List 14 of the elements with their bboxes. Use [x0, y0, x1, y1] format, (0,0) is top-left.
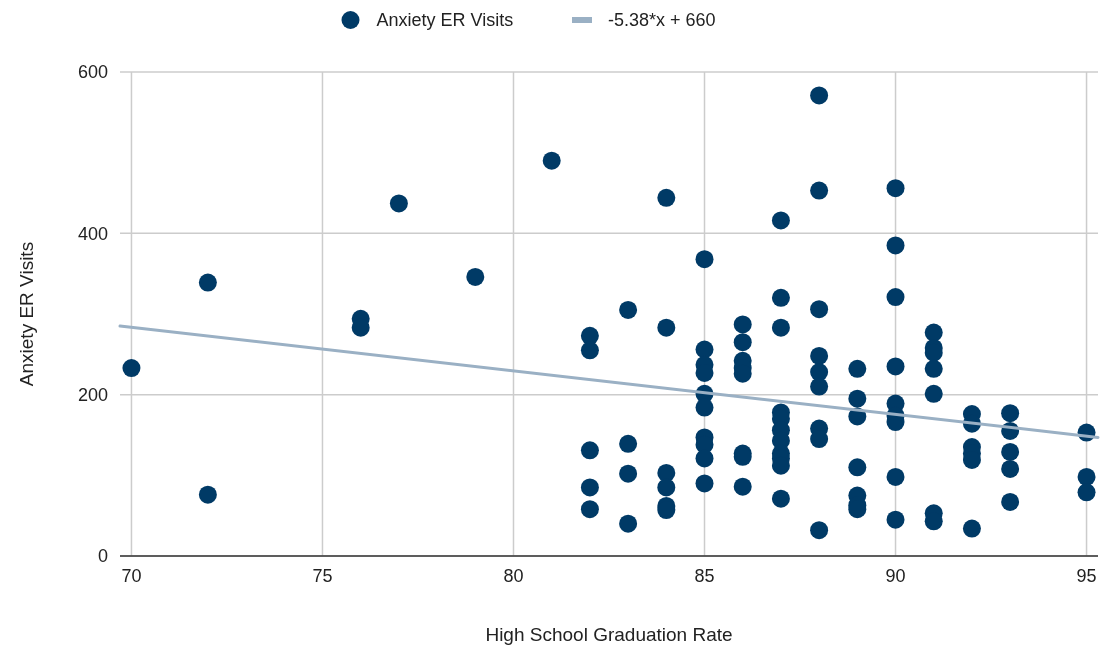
x-tick-label: 85	[694, 566, 715, 586]
x-tick-label: 80	[503, 566, 524, 586]
y-tick-label: 400	[77, 223, 108, 244]
x-axis-title: High School Graduation Rate	[485, 624, 733, 645]
legend-label: -5.38*x + 660	[608, 10, 716, 31]
y-tick-label: 200	[77, 384, 108, 405]
y-tick-label: 600	[77, 62, 108, 83]
legend-label: Anxiety ER Visits	[376, 10, 514, 31]
y-tick-label: 0	[97, 546, 108, 567]
x-tick-label: 90	[885, 566, 906, 586]
x-tick-label: 95	[1076, 566, 1097, 586]
x-tick-label: 70	[121, 566, 142, 586]
x-tick-label: 75	[312, 566, 333, 586]
y-axis-title: Anxiety ER Visits	[16, 241, 37, 387]
